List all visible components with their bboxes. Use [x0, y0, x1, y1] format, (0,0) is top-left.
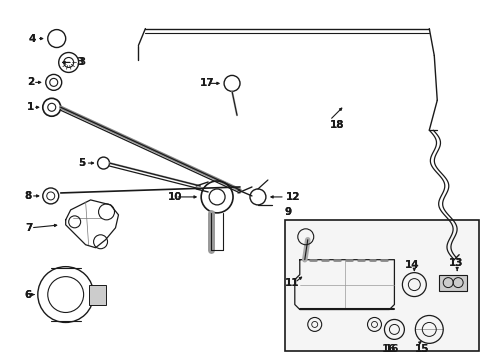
Text: 3: 3: [77, 58, 84, 67]
Text: 6: 6: [25, 289, 32, 300]
Text: 11: 11: [285, 278, 299, 288]
Text: 9: 9: [285, 207, 291, 217]
Text: 16: 16: [384, 345, 398, 354]
Text: 7: 7: [25, 223, 32, 233]
Bar: [285, 220, 478, 351]
Text: 5: 5: [79, 158, 86, 168]
Text: 17: 17: [200, 78, 214, 88]
Text: 13: 13: [448, 258, 463, 268]
Text: 16: 16: [381, 345, 395, 354]
Text: 1: 1: [27, 102, 34, 112]
Text: 17: 17: [200, 78, 214, 88]
Text: 13: 13: [448, 258, 463, 268]
Text: 18: 18: [329, 120, 344, 130]
Text: 6: 6: [25, 289, 32, 300]
Text: 2: 2: [27, 77, 34, 87]
Text: 8: 8: [25, 191, 32, 201]
Bar: [438, 275, 466, 291]
Text: 18: 18: [329, 120, 344, 130]
Text: 2: 2: [27, 77, 34, 87]
Polygon shape: [88, 285, 105, 305]
Text: 11: 11: [285, 278, 299, 288]
Text: 10: 10: [168, 192, 183, 202]
Text: 12: 12: [285, 192, 300, 202]
Text: 4: 4: [29, 33, 36, 44]
Text: 10: 10: [168, 192, 183, 202]
Text: 15: 15: [413, 345, 428, 354]
Text: 3: 3: [79, 58, 86, 67]
Text: 8: 8: [25, 191, 32, 201]
Text: 1: 1: [27, 102, 34, 112]
Text: 5: 5: [79, 158, 86, 168]
Text: 15: 15: [413, 345, 428, 354]
Text: 12: 12: [285, 192, 300, 202]
Text: 14: 14: [404, 260, 418, 270]
Text: 4: 4: [29, 33, 36, 44]
Text: 14: 14: [404, 260, 418, 270]
Text: 7: 7: [25, 223, 32, 233]
Text: 9: 9: [285, 207, 291, 217]
